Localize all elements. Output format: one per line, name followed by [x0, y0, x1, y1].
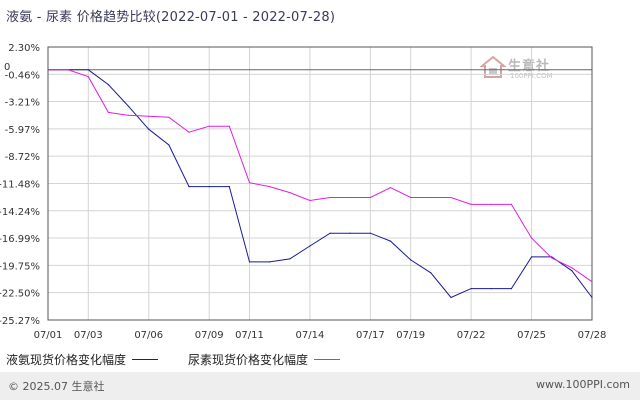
zero-label: 0	[4, 62, 10, 73]
x-tick-label: 07/28	[578, 330, 607, 341]
data-point	[571, 267, 573, 269]
x-tick-label: 07/25	[517, 330, 546, 341]
data-point	[248, 182, 251, 184]
y-tick-label: -11.48%	[0, 179, 40, 190]
data-point	[289, 258, 291, 260]
data-point	[410, 259, 412, 261]
data-point	[510, 288, 512, 290]
tick-labels: 2.30% -0.46% -3.21% -5.97% -8.72% -11.48% -14.…	[0, 43, 606, 341]
data-point	[309, 199, 311, 202]
x-tick-label: 07/01	[34, 330, 63, 341]
data-point	[208, 186, 210, 188]
x-tick-label: 07/14	[296, 330, 325, 341]
legend-label-series-1: 液氨现货价格变化幅度	[6, 353, 127, 367]
data-point	[389, 187, 392, 189]
data-point	[47, 69, 49, 71]
data-point	[228, 186, 230, 188]
data-point	[168, 144, 170, 146]
data-point	[490, 288, 492, 290]
series	[47, 69, 593, 299]
data-point	[228, 125, 230, 127]
data-point	[531, 256, 533, 258]
data-point	[510, 203, 512, 205]
house-logo-icon	[480, 55, 506, 78]
legend-label-series-2: 尿素现货价格变化幅度	[188, 353, 309, 367]
legend-swatch-series-2	[314, 359, 341, 360]
y-tick-label: -14.24%	[0, 207, 40, 218]
data-point	[430, 272, 432, 274]
footer: © 2025.07 生意社 www.100PPI.com	[0, 372, 640, 400]
series-line-2	[48, 69, 593, 283]
grid	[47, 46, 593, 321]
data-point	[369, 196, 371, 199]
data-point	[430, 196, 432, 199]
chart-title: 液氨 - 尿素 价格趋势比较(2022-07-01 - 2022-07-28)	[6, 10, 336, 25]
x-tick-label: 07/17	[356, 330, 385, 341]
data-point	[470, 288, 472, 290]
data-point	[148, 128, 150, 130]
y-tick-label: -5.97%	[5, 125, 40, 136]
x-tick-label: 07/03	[74, 330, 103, 341]
data-point	[329, 232, 331, 234]
data-point	[531, 237, 533, 239]
data-point	[591, 296, 593, 299]
data-point	[188, 186, 190, 188]
legend-item-series-2: 尿素现货价格变化幅度	[188, 351, 341, 368]
data-point	[107, 84, 109, 86]
data-point	[349, 232, 351, 234]
data-point	[369, 232, 371, 234]
series-line-1	[48, 69, 593, 299]
data-point	[67, 69, 69, 71]
data-point	[410, 196, 412, 199]
line-chart: 2.30% -0.46% -3.21% -5.97% -8.72% -11.48% -14.…	[0, 43, 606, 341]
x-tick-label: 07/22	[457, 330, 486, 341]
data-point	[309, 245, 311, 247]
legend: 液氨现货价格变化幅度 尿素现货价格变化幅度	[6, 351, 370, 368]
data-point	[128, 105, 130, 107]
x-tick-label: 07/19	[396, 330, 425, 341]
data-point	[591, 281, 593, 283]
data-point	[551, 257, 553, 259]
data-point	[349, 196, 351, 199]
data-point	[87, 69, 89, 71]
data-point	[470, 203, 472, 205]
footer-website-link[interactable]: www.100PPI.com	[536, 378, 630, 391]
plot-frame	[47, 46, 593, 321]
data-point	[389, 240, 392, 242]
data-point	[490, 203, 492, 205]
data-point	[148, 115, 150, 117]
data-point	[450, 196, 452, 199]
data-point	[248, 261, 251, 263]
data-point	[168, 116, 170, 118]
data-point	[128, 114, 130, 116]
data-point	[87, 76, 89, 78]
x-tick-label: 07/09	[195, 330, 224, 341]
y-tick-label: -8.72%	[5, 152, 40, 163]
y-tick-label: -16.99%	[0, 234, 40, 245]
footer-copyright: © 2025.07 生意社	[8, 380, 105, 393]
data-point	[289, 192, 291, 194]
x-tick-label: 07/06	[134, 330, 163, 341]
y-tick-label: -3.21%	[5, 98, 40, 109]
y-tick-label: -25.27%	[0, 316, 40, 327]
data-point	[269, 261, 271, 263]
y-tick-label: 2.30%	[8, 43, 40, 54]
data-point	[571, 270, 573, 272]
data-point	[329, 196, 331, 199]
legend-item-series-1: 液氨现货价格变化幅度	[6, 351, 159, 368]
y-tick-label: -0.46%	[5, 70, 40, 81]
y-tick-label: -22.50%	[0, 289, 40, 300]
y-tick-label: -19.75%	[0, 261, 40, 272]
x-tick-label: 07/11	[235, 330, 264, 341]
axes	[47, 46, 593, 321]
legend-swatch-series-1	[132, 359, 159, 360]
data-point	[208, 125, 210, 127]
data-point	[107, 111, 109, 113]
data-point	[269, 186, 271, 188]
data-point	[450, 296, 452, 299]
data-point	[188, 131, 190, 133]
